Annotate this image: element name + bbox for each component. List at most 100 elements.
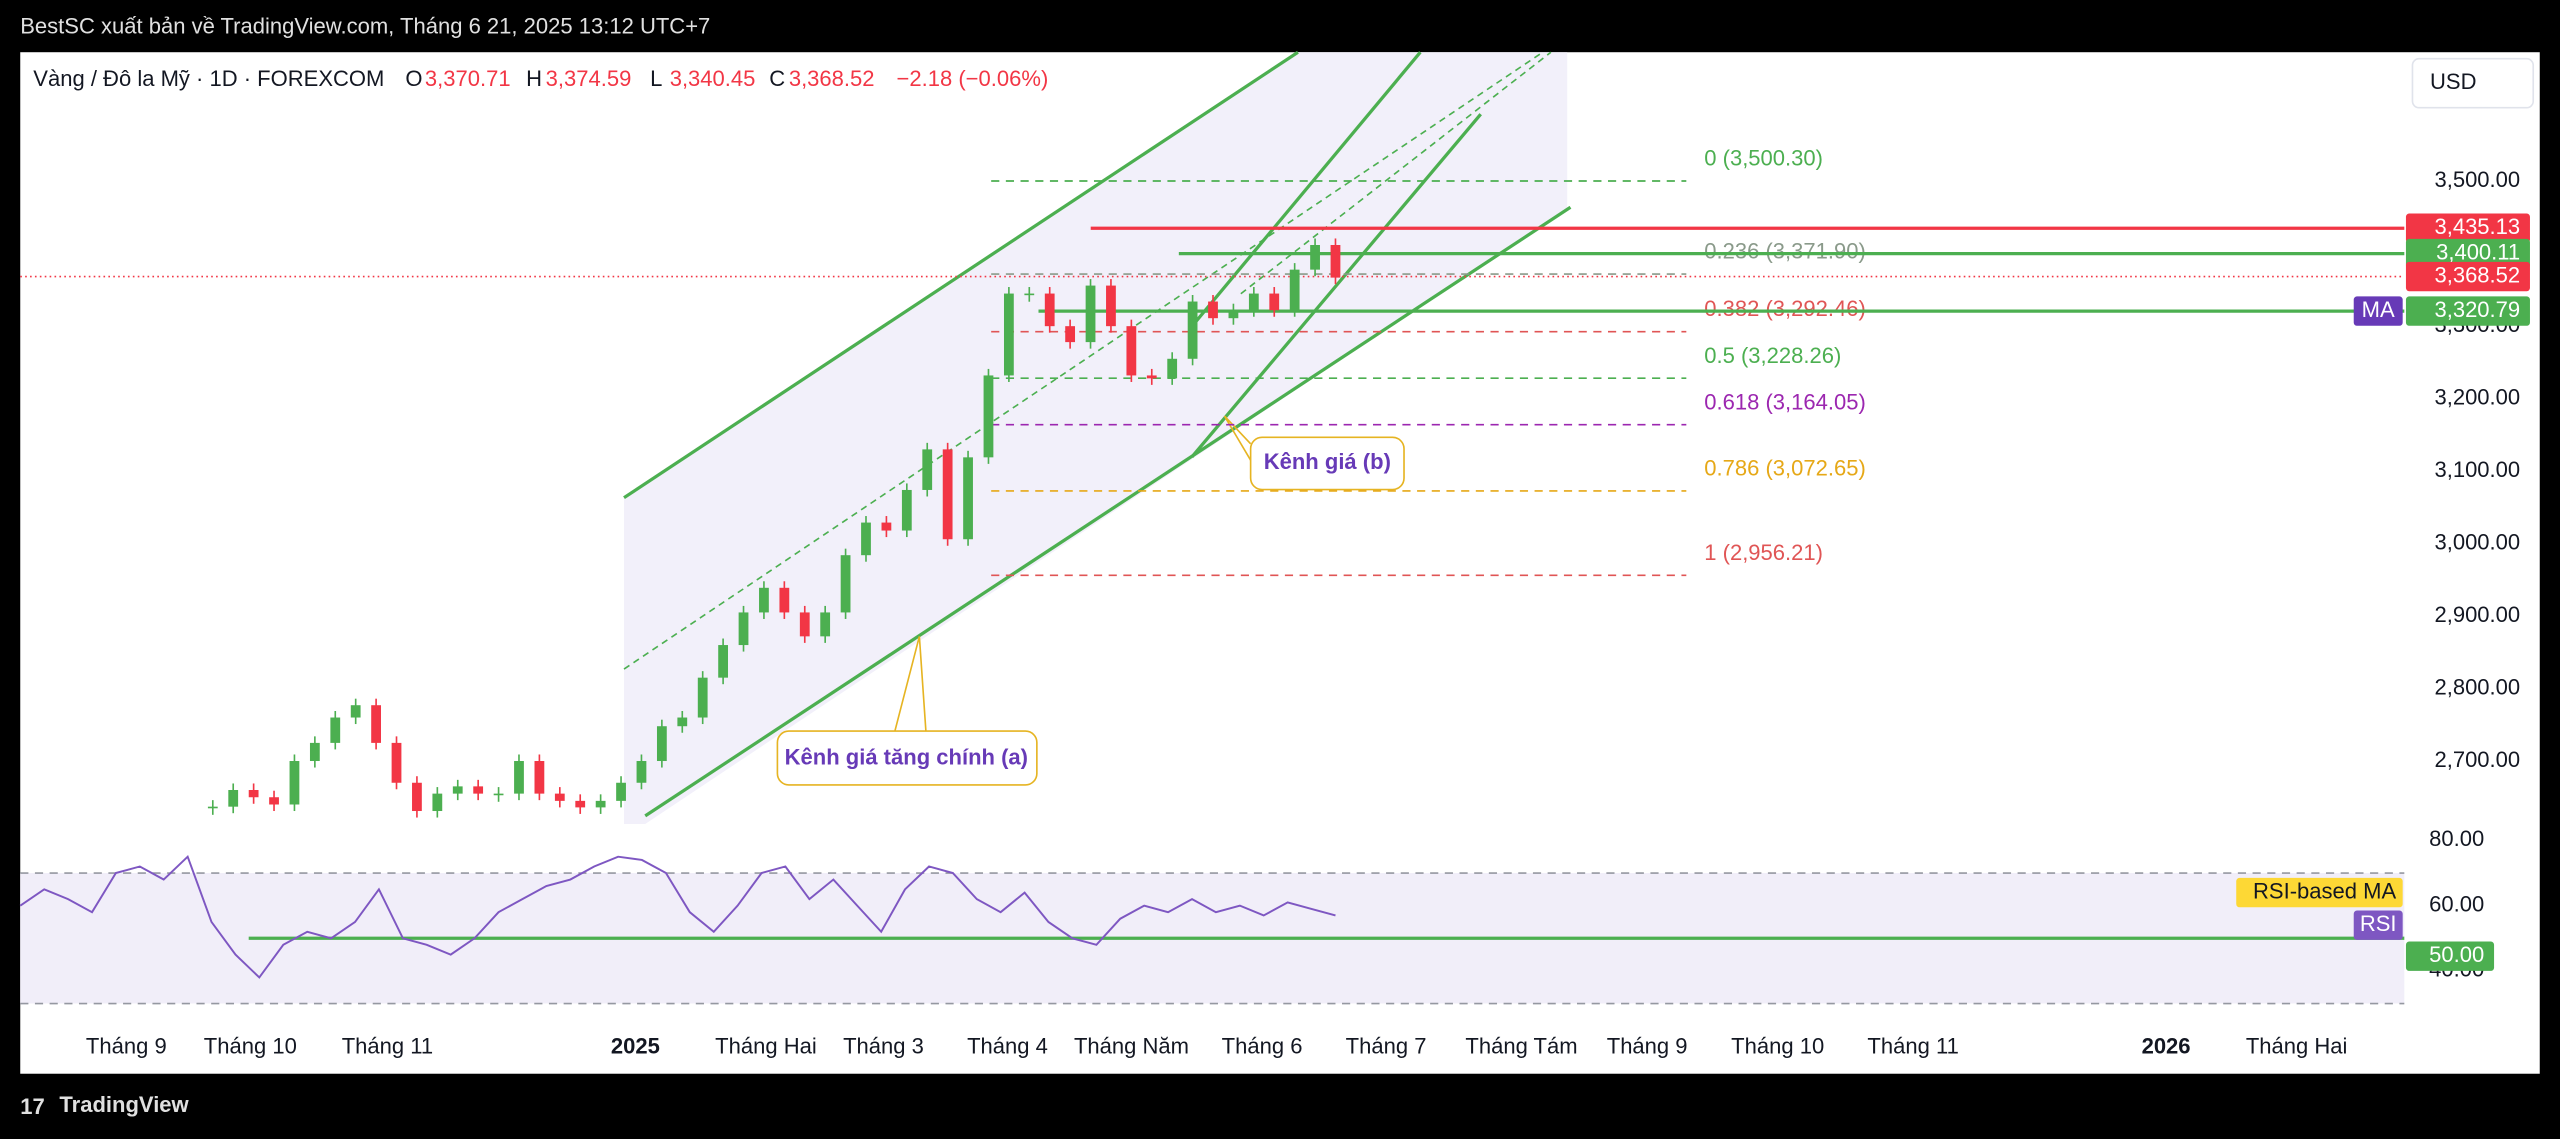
candle: [269, 797, 279, 805]
ohlc-key: H: [526, 66, 542, 91]
currency-button[interactable]: [2411, 57, 2535, 109]
candle: [1310, 244, 1320, 270]
fib-label: 0.618 (3,164.05): [1704, 389, 1866, 414]
candle: [861, 522, 871, 556]
y-tick-label: 3,200.00: [2434, 384, 2520, 409]
candle: [1208, 301, 1218, 319]
rsi-tag: [2353, 910, 2403, 940]
fib-label: 0.382 (3,292.46): [1704, 296, 1866, 321]
candle: [1269, 293, 1280, 311]
callout-pointer: [894, 636, 927, 732]
fib-label: 1 (2,956.21): [1704, 540, 1823, 565]
y-tick-label: 2,700.00: [2434, 747, 2520, 772]
y-tick-label: 2,800.00: [2434, 674, 2520, 699]
x-tick-label: Tháng 9: [86, 1033, 167, 1058]
fib-label: 0.5 (3,228.26): [1704, 343, 1841, 368]
ma-tag: [2353, 296, 2403, 326]
rsi-ma-label: RSI-based MA: [2253, 878, 2396, 903]
channel-line: [623, 50, 1299, 500]
candle: [371, 705, 381, 743]
candle: [473, 786, 484, 794]
candle: [207, 806, 218, 809]
x-tick-label: Tháng 3: [843, 1033, 924, 1058]
y-tick-label: 3,500.00: [2434, 167, 2520, 192]
rsi-level-tag: [2405, 941, 2495, 971]
x-tick-label: Tháng Tám: [1465, 1033, 1577, 1058]
callout-box: [1249, 436, 1405, 491]
price-tag: [2405, 238, 2530, 269]
candle: [391, 742, 402, 783]
price-tag-label: 3,320.79: [2434, 297, 2520, 322]
callout-box: [776, 730, 1038, 786]
candle: [1248, 293, 1259, 311]
candle: [759, 587, 769, 613]
price-tag-label: 3,368.52: [2434, 262, 2520, 287]
ma-tag-label: MA: [2362, 297, 2395, 322]
candle: [1024, 293, 1035, 296]
rsi-tick-label: 60.00: [2429, 891, 2484, 916]
candle: [595, 800, 606, 808]
ohlc-key: L: [650, 66, 662, 91]
y-tick-label: 3,000.00: [2434, 529, 2520, 554]
candle: [575, 800, 586, 808]
candle: [1044, 293, 1055, 327]
candle: [1003, 293, 1014, 376]
rsi-tag-label: RSI: [2360, 911, 2397, 936]
candle: [616, 782, 626, 801]
candle: [799, 612, 810, 637]
candle: [922, 449, 933, 490]
ohlc-value: 3,340.45: [670, 66, 756, 91]
price-tag-label: 3,435.13: [2434, 214, 2520, 239]
candle: [1126, 326, 1137, 376]
candle: [350, 705, 361, 718]
candle: [534, 761, 545, 794]
fib-label: 0.236 (3,371.90): [1704, 239, 1866, 264]
symbol: Vàng / Đô la Mỹ · 1D · FOREXCOM: [33, 66, 384, 91]
x-tick-label: Tháng 4: [967, 1033, 1048, 1058]
candle: [779, 587, 790, 613]
currency[interactable]: USD: [2430, 69, 2476, 94]
candle: [942, 449, 953, 540]
channel-line: [644, 205, 1572, 818]
candle: [983, 375, 994, 458]
candle: [554, 793, 565, 801]
ohlc-key: C: [769, 66, 785, 91]
candle: [677, 717, 688, 727]
x-tick-label: Tháng 11: [342, 1033, 433, 1058]
channel-b-mid: [1240, 51, 1552, 295]
x-tick-label: Tháng 10: [1731, 1033, 1824, 1058]
x-tick-label: Tháng 7: [1346, 1033, 1427, 1058]
candle: [1289, 269, 1300, 311]
annotation: Kênh giá (b): [1264, 449, 1391, 474]
candle: [248, 789, 259, 798]
x-tick-label: 2026: [2142, 1033, 2191, 1058]
candle: [309, 742, 320, 762]
candle: [1146, 375, 1157, 379]
candle: [697, 677, 708, 718]
change: −2.18 (−0.06%): [897, 66, 1049, 91]
brand[interactable]: TradingView: [59, 1092, 189, 1117]
candle: [493, 793, 504, 796]
candle: [330, 717, 341, 743]
candle: [289, 761, 300, 805]
x-tick-label: 2025: [611, 1033, 660, 1058]
x-tick-label: Tháng 10: [204, 1033, 297, 1058]
price-tag: [2405, 296, 2530, 326]
candle: [738, 612, 749, 646]
channel-mid: [623, 51, 1544, 670]
rsi-line: [19, 854, 1336, 979]
candle: [452, 786, 463, 794]
candle: [1167, 358, 1178, 379]
candle: [432, 793, 443, 812]
x-tick-label: Tháng Hai: [2246, 1033, 2348, 1058]
candle: [1228, 310, 1239, 319]
annotation: Kênh giá tăng chính (a): [785, 745, 1028, 770]
x-tick-label: Tháng 9: [1607, 1033, 1688, 1058]
ohlc-value: 3,374.59: [546, 66, 632, 91]
callout-pointer: [1223, 415, 1252, 461]
candle: [820, 612, 831, 637]
candle: [228, 789, 239, 807]
candle: [1065, 326, 1076, 343]
candle: [718, 645, 729, 678]
